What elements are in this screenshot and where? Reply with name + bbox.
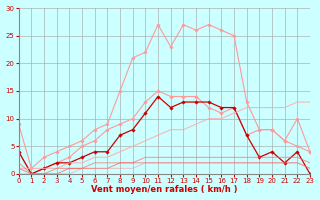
X-axis label: Vent moyen/en rafales ( km/h ): Vent moyen/en rafales ( km/h ) <box>91 185 238 194</box>
